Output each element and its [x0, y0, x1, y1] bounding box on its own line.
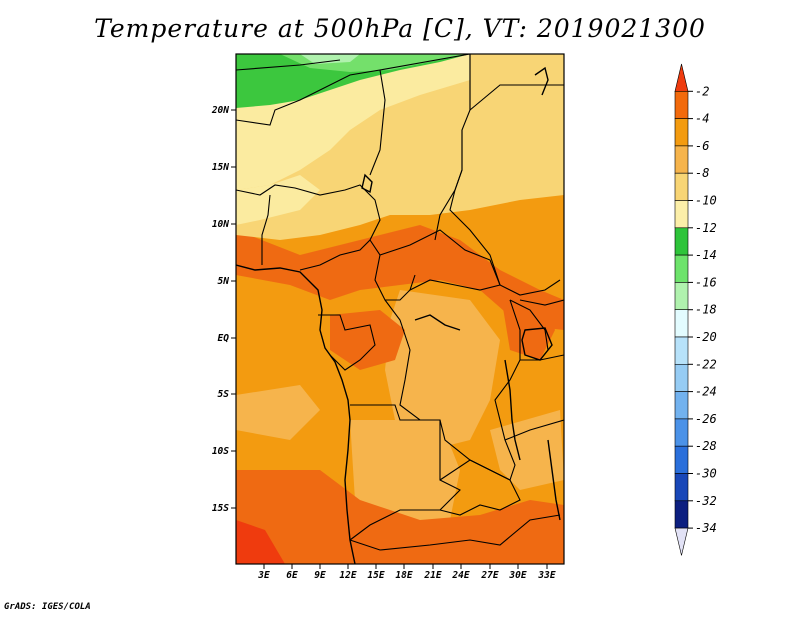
border-sudan	[449, 130, 561, 296]
lake-tanganyika	[504, 359, 521, 461]
lon-label: 21E	[423, 570, 441, 581]
grads-credit: GrADS: IGES/COLA	[4, 602, 91, 612]
colorbar-label: -32	[695, 494, 717, 508]
colorbar-swatch	[674, 363, 689, 392]
region-northwest-pale-green	[300, 54, 360, 64]
colorbar-swatch	[674, 227, 689, 256]
lat-label: 10S	[212, 446, 229, 457]
country-borders	[236, 54, 564, 551]
lat-label: 10N	[212, 219, 229, 230]
lon-label: 6E	[286, 570, 298, 581]
lon-label: 18E	[395, 570, 412, 581]
lat-label: 5S	[218, 389, 230, 400]
lat-label: EQ	[218, 333, 230, 344]
colorbar-label: -2	[695, 84, 709, 98]
lon-label: 27E	[480, 570, 498, 581]
lake-victoria	[521, 327, 553, 361]
plot-title: Temperature at 500hPa [C], VT: 201902130…	[94, 14, 706, 43]
colorbar-label: -18	[695, 303, 717, 317]
colorbar-label: -30	[695, 467, 717, 481]
congo-river-outline	[414, 314, 461, 331]
region-southwest-red	[236, 520, 285, 564]
region-pale-orange-southwest	[236, 385, 320, 440]
colorbar-label: -14	[695, 248, 717, 262]
lat-label: 20N	[211, 105, 229, 116]
lon-label: 15E	[367, 570, 384, 581]
lon-label: 33E	[537, 570, 555, 581]
colorbar-swatch	[674, 527, 689, 556]
colorbar-swatch	[674, 500, 689, 529]
longitude-axis: 3E 6E 9E 12E 15E 18E 21E 24E 27E 30E 33E	[257, 564, 556, 581]
colorbar-label: -34	[695, 521, 717, 535]
coastlines	[236, 66, 561, 564]
red-sea-coast	[534, 66, 549, 96]
colorbar-swatch	[674, 418, 689, 447]
region-northwest-green	[236, 54, 470, 108]
colorbar-label: -6	[695, 139, 709, 153]
border-angola	[349, 404, 461, 541]
colorbar-swatch	[674, 63, 689, 92]
colorbar-label: -10	[695, 194, 717, 208]
border-zambia	[439, 459, 521, 516]
colorbar-swatch	[674, 254, 689, 283]
lake-malawi	[547, 439, 561, 521]
colorbar-label: -16	[695, 275, 717, 289]
border-libya-egypt	[469, 54, 564, 112]
colorbar-swatch	[674, 91, 689, 119]
colorbar-swatch	[674, 172, 689, 201]
colorbar-swatch	[674, 200, 689, 229]
colorbar-label: -12	[695, 221, 717, 235]
colorbar-label: -8	[695, 166, 709, 180]
colorbar-swatch	[674, 445, 689, 474]
map-frame	[235, 53, 565, 565]
lon-label: 12E	[339, 570, 356, 581]
border-car	[379, 229, 501, 291]
region-pale-orange-angola	[350, 420, 460, 530]
border-benin	[261, 194, 271, 265]
lake-chad	[361, 173, 373, 194]
colorbar-label: -24	[695, 385, 717, 399]
lat-label: 15N	[212, 162, 229, 173]
colorbar-swatch	[674, 118, 689, 147]
colorbar-label: -20	[695, 330, 717, 344]
border-mauritania-north	[236, 59, 341, 71]
colorbar-swatch	[674, 336, 689, 365]
temperature-field	[236, 54, 564, 564]
colorbar: -2 -4 -6 -8 -10 -12 -14 -16 -18 -20 -22 -24 -26 -28 -3…	[674, 63, 717, 556]
region-warm-patches-south	[236, 470, 564, 564]
lat-label: 5N	[218, 276, 230, 287]
region-north-pale-yellow	[236, 54, 470, 190]
colorbar-swatch	[674, 473, 689, 502]
region-warm-patches-center	[330, 310, 405, 370]
border-south	[349, 514, 561, 551]
colorbar-swatch	[674, 145, 689, 174]
colorbar-swatch	[674, 282, 689, 310]
border-nigeria	[236, 184, 381, 271]
border-gabon-congo	[318, 314, 376, 371]
latitude-axis: 20N 15N 10N 5N EQ 5S 10S 15S	[211, 105, 236, 514]
lon-label: 3E	[257, 570, 270, 581]
colorbar-label: -22	[695, 357, 717, 371]
region-pale-orange-congo	[385, 290, 500, 450]
colorbar-swatch	[674, 391, 689, 420]
colorbar-label: -28	[695, 439, 717, 453]
lon-label: 24E	[451, 570, 469, 581]
colorbar-label: -4	[695, 112, 709, 126]
lon-label: 30E	[508, 570, 526, 581]
border-niger-nigeria	[236, 69, 386, 176]
colorbar-label: -26	[695, 412, 717, 426]
region-warm-patches-east	[500, 290, 555, 360]
region-pale-yellow-band	[236, 175, 320, 225]
lon-label: 9E	[314, 570, 326, 581]
region-warm-patches	[236, 225, 564, 330]
coastline-west-africa	[236, 264, 356, 564]
border-uganda	[509, 299, 549, 351]
colorbar-swatch	[674, 309, 689, 338]
lat-label: 15S	[212, 503, 229, 514]
region-pale-orange-east	[490, 410, 564, 490]
